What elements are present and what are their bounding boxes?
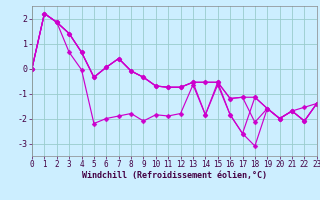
X-axis label: Windchill (Refroidissement éolien,°C): Windchill (Refroidissement éolien,°C): [82, 171, 267, 180]
